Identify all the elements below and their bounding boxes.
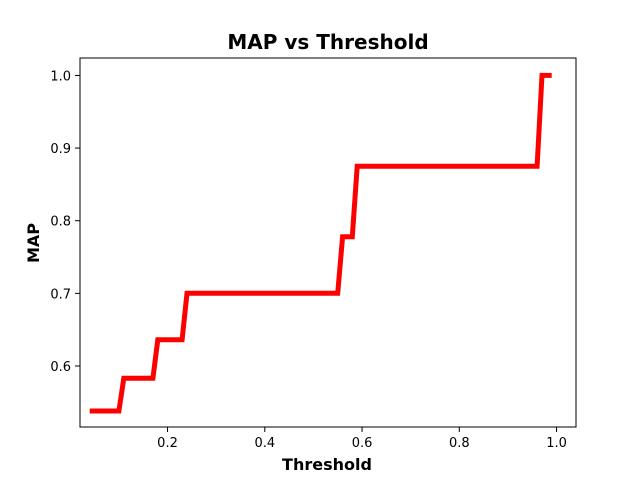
y-tick-label: 1.0 <box>50 69 71 84</box>
series-layer <box>89 72 552 414</box>
y-tick-label: 0.7 <box>50 287 71 302</box>
y-tick-label: 0.6 <box>50 360 71 375</box>
x-tick-label: 0.6 <box>352 436 373 451</box>
y-axis-label: MAP <box>24 223 43 263</box>
x-tick-label: 0.4 <box>254 436 275 451</box>
y-tick-label: 0.8 <box>50 215 71 230</box>
x-axis: 0.2 0.4 0.6 0.8 1.0 <box>157 427 567 451</box>
chart-title: MAP vs Threshold <box>227 30 428 54</box>
plot-frame <box>79 57 577 428</box>
x-axis-label: Threshold <box>282 455 372 474</box>
series-line-0 <box>89 72 552 414</box>
x-tick-label: 1.0 <box>546 436 567 451</box>
x-tick-label: 0.8 <box>449 436 470 451</box>
x-tick-label: 0.2 <box>157 436 178 451</box>
y-axis: 0.6 0.7 0.8 0.9 1.0 <box>50 69 80 375</box>
y-tick-label: 0.9 <box>50 142 71 157</box>
